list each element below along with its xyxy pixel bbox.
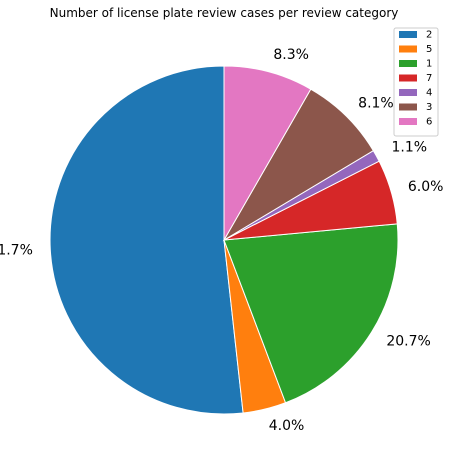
legend-label-6: 6 [426, 117, 432, 128]
pie-slice-2 [49, 65, 244, 415]
legend-label-7: 7 [426, 73, 432, 84]
legend-swatch-7 [399, 74, 417, 82]
legend-label-5: 5 [426, 44, 432, 55]
legend-swatch-2 [399, 31, 417, 38]
pie-label-4: 1.1% [392, 139, 428, 155]
pie-slice-6 [223, 65, 312, 242]
pie-slice-3 [222, 88, 374, 242]
chart-title: Number of license plate review cases per… [50, 6, 399, 20]
pie-labels: 51.7% 4.0% 20.7% 6.0% 1.1% 8.1% 8.3% [0, 47, 443, 434]
pie-label-6: 8.3% [273, 47, 309, 63]
legend-swatch-6 [399, 118, 417, 125]
pie-slice-1 [223, 223, 399, 404]
legend-swatch-3 [399, 103, 417, 111]
legend-label-4: 4 [426, 88, 432, 99]
pie-label-3: 8.1% [358, 95, 394, 111]
legend-swatch-5 [399, 45, 417, 53]
legend: 2 5 1 7 4 3 6 [393, 27, 439, 137]
pie-label-5: 4.0% [269, 418, 305, 434]
pie-slices [49, 65, 399, 415]
legend-label-2: 2 [426, 30, 432, 41]
pie-label-2: 51.7% [0, 243, 33, 259]
legend-label-1: 1 [426, 59, 432, 70]
pie-label-1: 20.7% [386, 333, 430, 349]
pie-label-7: 6.0% [408, 179, 444, 195]
legend-swatch-1 [399, 60, 417, 67]
legend-swatch-4 [399, 89, 417, 96]
legend-label-3: 3 [426, 102, 432, 113]
